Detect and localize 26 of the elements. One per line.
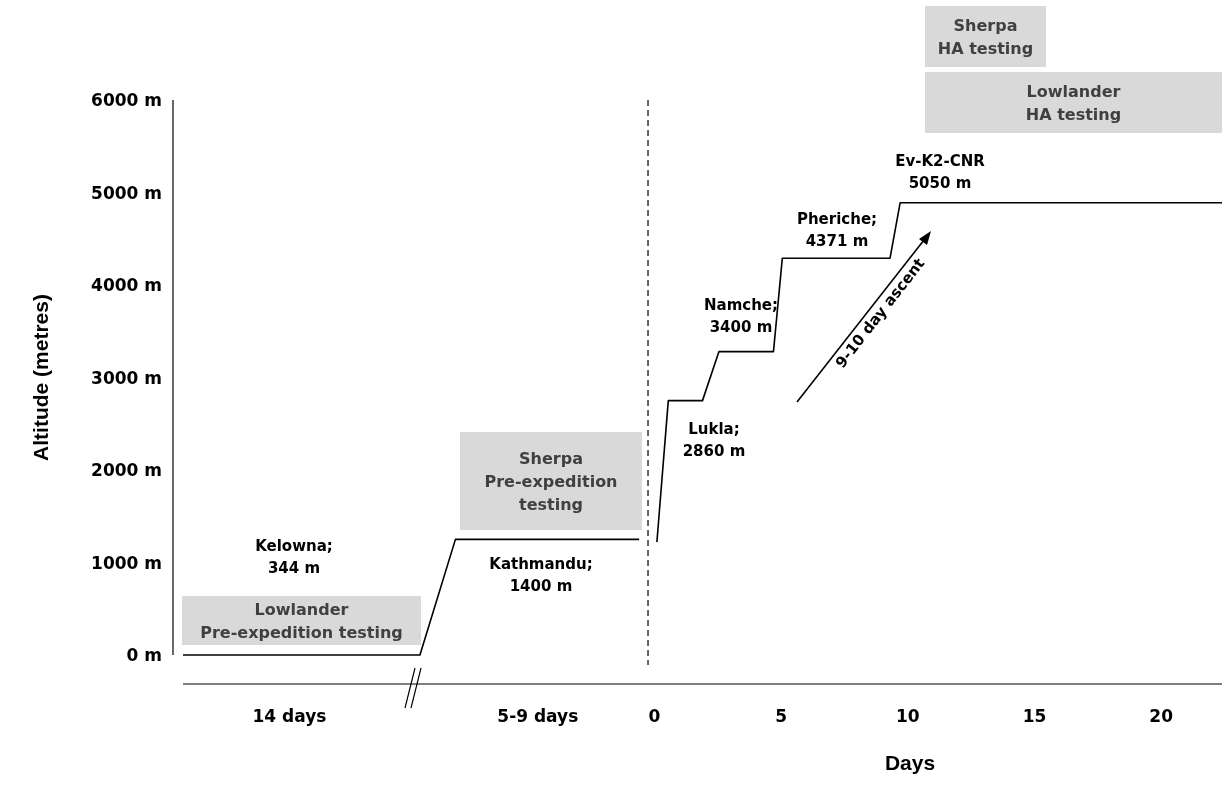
- annotation: Lukla; 2860 m: [682, 420, 746, 460]
- y-tick-label: 1000 m: [91, 552, 162, 573]
- x-tick-label: 0: [648, 706, 661, 726]
- x-tick-label: 15: [1022, 706, 1047, 726]
- annotation: Kelowna; 344 m: [255, 537, 333, 577]
- x-tick-label: 5-9 days: [497, 706, 579, 726]
- annotation: Namche; 3400 m: [703, 296, 779, 336]
- y-tick-label: 6000 m: [91, 90, 162, 110]
- annotation: Ev-K2-CNR 5050 m: [895, 152, 986, 192]
- annotation: Kathmandu; 1400 m: [489, 555, 593, 595]
- y-tick-label: 2000 m: [91, 460, 162, 480]
- x-axis-title: Days: [884, 751, 936, 774]
- text: Sherpa HA testing: [937, 15, 1034, 58]
- y-tick-label: 3000 m: [91, 367, 162, 388]
- x-tick-label: 20: [1149, 706, 1174, 726]
- x-tick-label: 5: [775, 706, 787, 726]
- y-tick-label: 4000 m: [91, 275, 162, 295]
- y-axis-title: Altitude (metres): [28, 294, 52, 461]
- y-tick-label: 0 m: [126, 645, 162, 665]
- x-tick-label: 10: [895, 706, 920, 726]
- y-tick-label: 5000 m: [91, 182, 162, 203]
- annotation: Pheriche; 4371 m: [796, 210, 878, 250]
- annotation: Sherpa Pre-expedition testing: [484, 448, 618, 514]
- annotation: Lowlander HA testing: [1025, 81, 1122, 124]
- x-tick-label: 14 days: [252, 706, 327, 726]
- annotation: Lowlander Pre-expedition testing: [200, 599, 403, 642]
